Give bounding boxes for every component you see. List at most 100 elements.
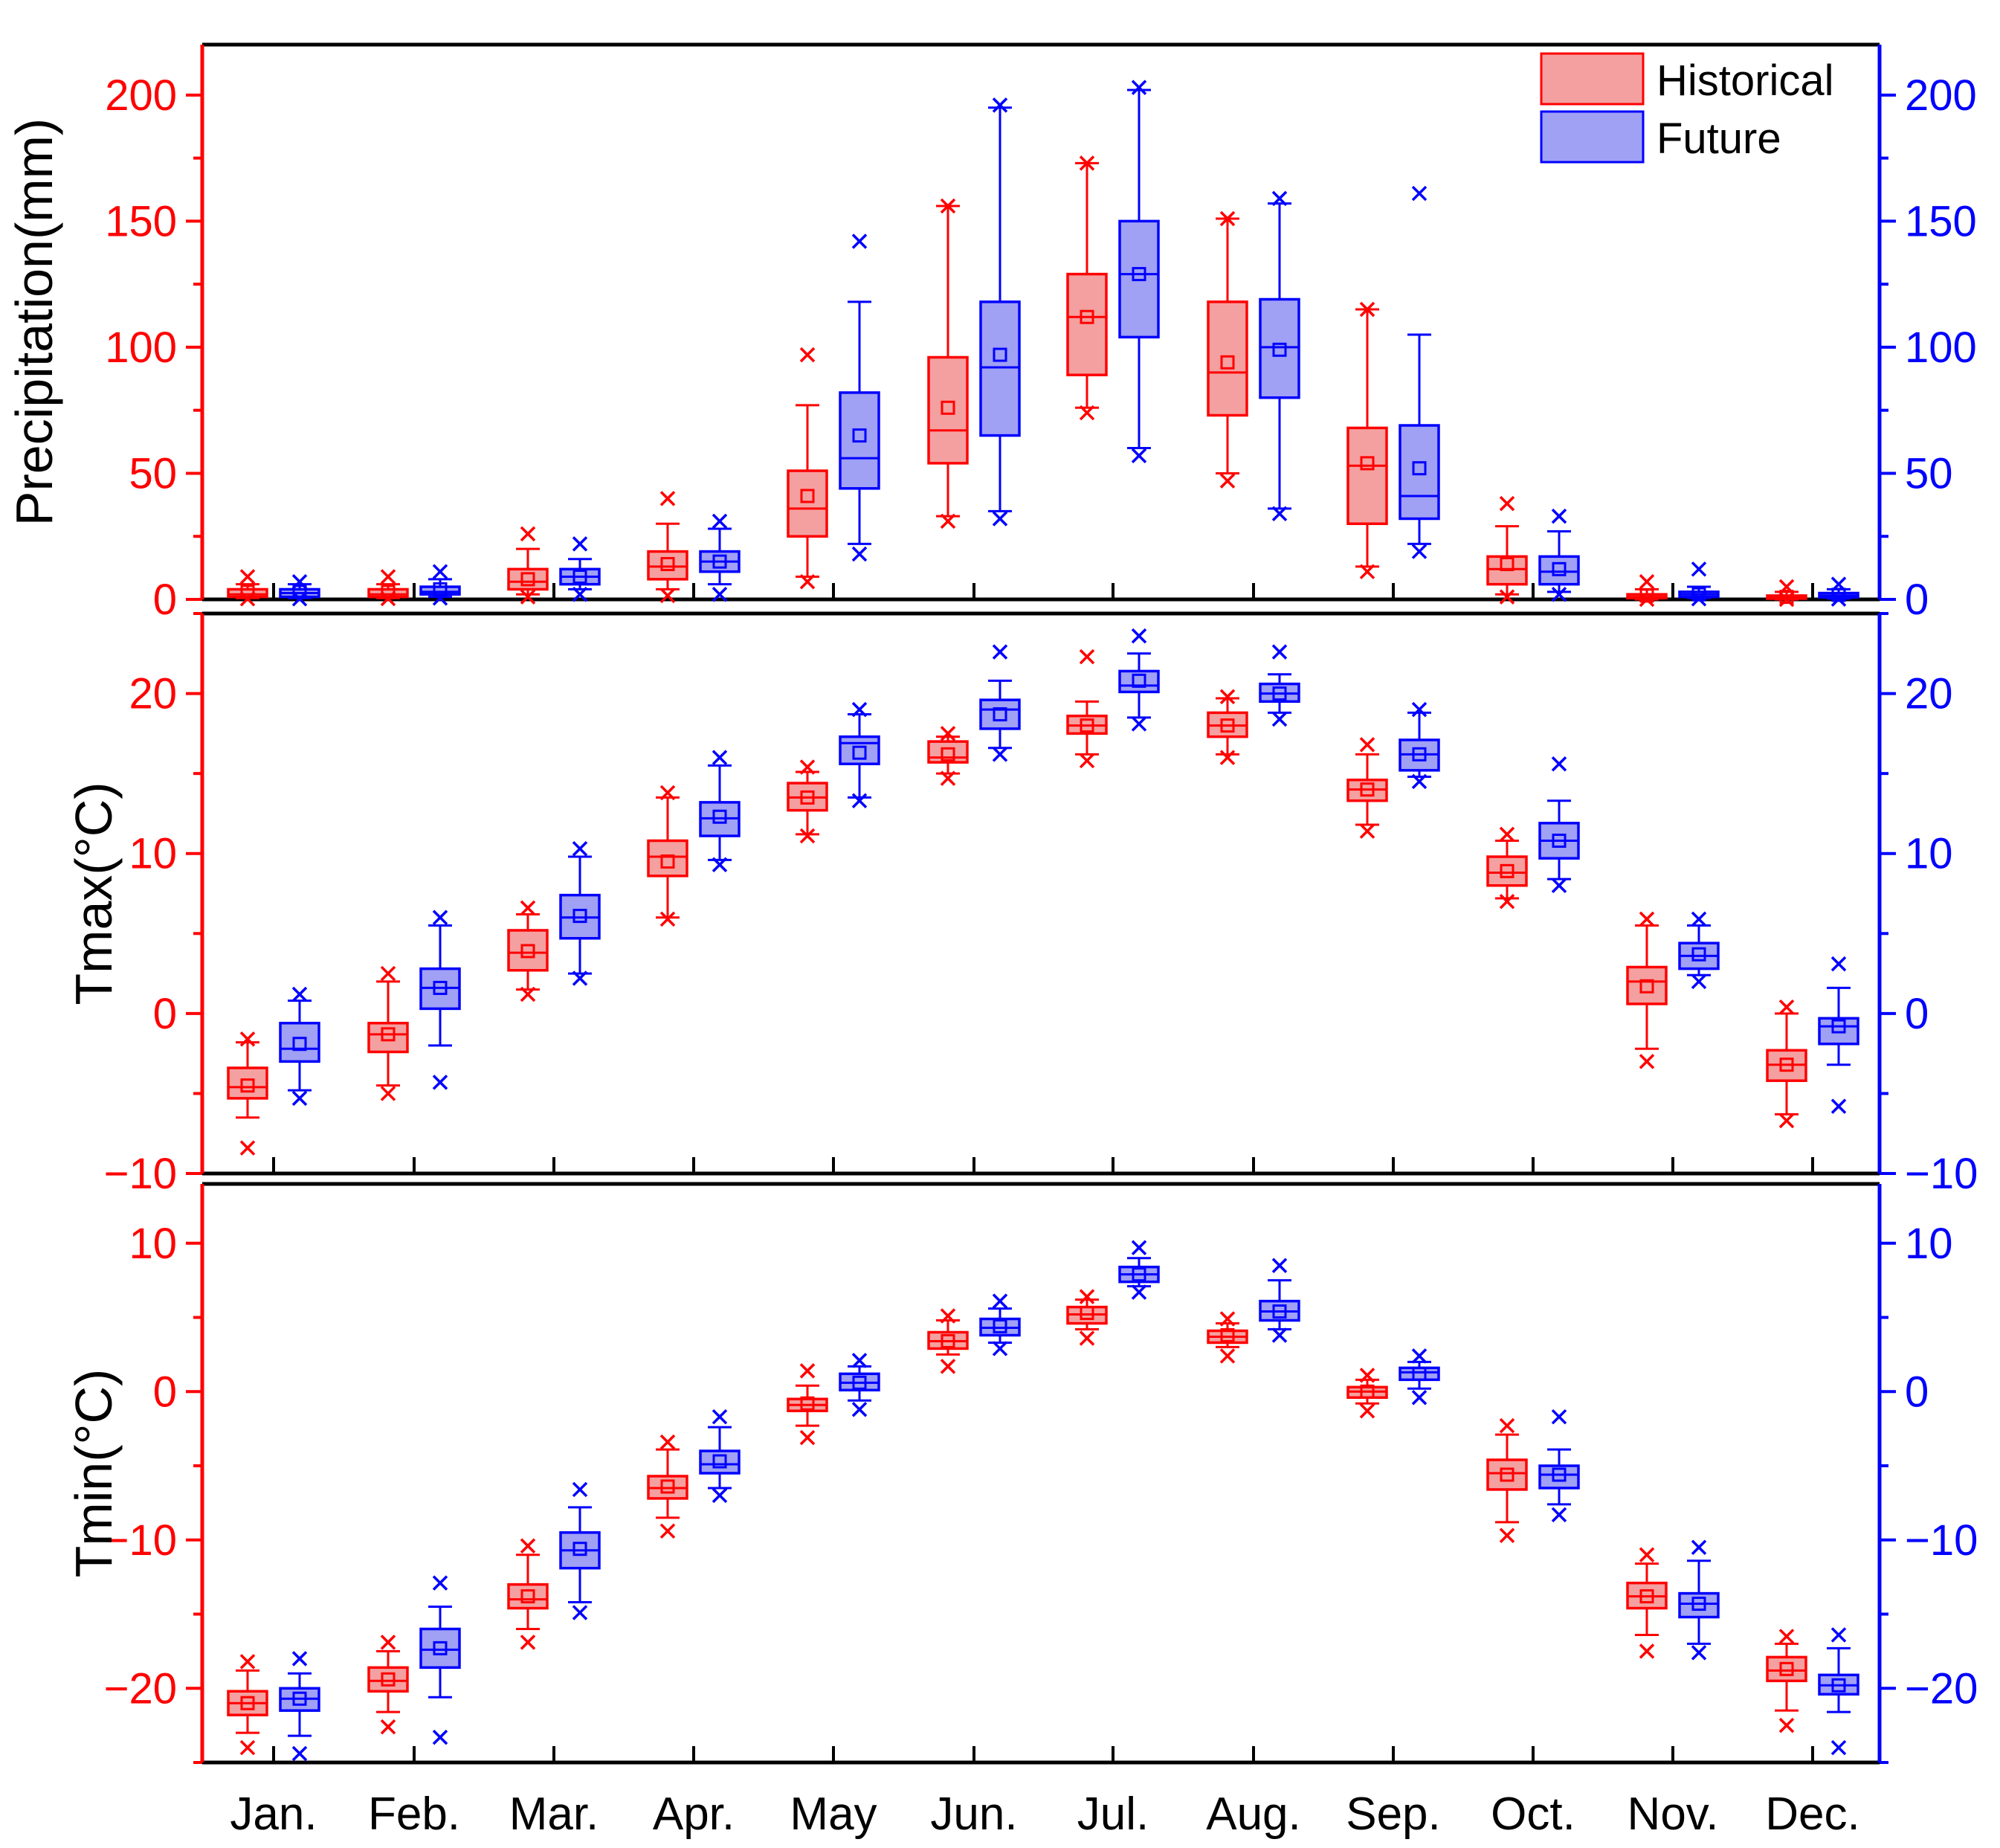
- outlier-high-marker: [851, 701, 868, 718]
- mean-marker: [1639, 1589, 1654, 1604]
- outlier-high-marker-stroke-b: [291, 986, 308, 1002]
- outlier-low-marker-stroke-b: [1359, 564, 1375, 579]
- outlier-high-marker: [1551, 1408, 1567, 1425]
- historical-box-apr: [647, 1434, 688, 1539]
- outlier-low-marker: [1778, 591, 1795, 608]
- outlier-low-marker-stroke-b: [1778, 591, 1795, 608]
- outlier-low-marker-stroke-b: [239, 1739, 256, 1756]
- iqr-box: [1766, 1655, 1807, 1683]
- historical-box-nov: [1626, 1547, 1668, 1659]
- future-box-aug: [1259, 190, 1300, 521]
- outlier-high-marker-stroke-b: [992, 97, 1008, 113]
- mean-marker: [852, 745, 867, 760]
- y-axis-title: Tmax(°C): [65, 782, 123, 1005]
- mean-marker: [572, 909, 587, 924]
- outlier-low-marker-stroke-b: [1639, 591, 1655, 608]
- outlier-high-marker-stroke-b: [1271, 644, 1288, 660]
- outlier-low-marker-stroke-b: [659, 1523, 676, 1539]
- outlier-low-marker-stroke-b: [1359, 823, 1375, 839]
- future-box-dec: [1818, 956, 1859, 1114]
- outlier-high-marker: [1691, 561, 1707, 577]
- historical-box-jun: [927, 726, 969, 786]
- outlier-high-marker: [432, 1575, 448, 1591]
- right-tick-label: 0: [1905, 990, 1929, 1038]
- outlier-low-marker: [1271, 711, 1288, 727]
- outlier-low-marker-stroke-b: [520, 589, 536, 605]
- outlier-low-marker-stroke-b: [291, 591, 308, 607]
- month-label-12: Dec.: [1765, 1789, 1859, 1840]
- mean-marker: [1220, 1327, 1235, 1342]
- month-label-11: Nov.: [1628, 1789, 1719, 1840]
- outlier-high-marker-stroke-b: [572, 1481, 588, 1498]
- outlier-low-marker-stroke-b: [712, 857, 728, 873]
- outlier-low-marker: [1691, 1645, 1707, 1661]
- outlier-high-marker: [1079, 155, 1095, 171]
- outlier-low-marker: [712, 586, 728, 602]
- outlier-low-marker-stroke-b: [1691, 1645, 1707, 1661]
- outlier-low-marker-stroke-b: [1131, 716, 1147, 732]
- outlier-high-marker: [1131, 628, 1147, 644]
- mean-marker: [240, 1078, 255, 1093]
- future-box-jul: [1118, 80, 1160, 463]
- left-tick-label: 0: [153, 1368, 177, 1416]
- mean-marker: [712, 554, 727, 569]
- mean-marker: [1220, 718, 1235, 733]
- outlier-high-marker: [1271, 644, 1288, 660]
- historical-box-jul: [1066, 648, 1108, 769]
- outlier-low-marker-stroke-b: [239, 1140, 256, 1156]
- mean-marker: [1500, 557, 1514, 572]
- outlier-low-marker-stroke-b: [572, 970, 588, 986]
- month-label-10: Oct.: [1491, 1789, 1575, 1840]
- outlier-low-marker: [239, 1140, 256, 1156]
- outlier-low-marker: [432, 1729, 448, 1745]
- historical-box-jan: [227, 1654, 268, 1756]
- outlier-high-marker: [1778, 1629, 1795, 1644]
- outlier-high-marker-stroke-b: [659, 785, 676, 801]
- mean-marker: [712, 809, 727, 824]
- outlier-low-marker-stroke-b: [520, 1635, 536, 1650]
- historical-box-oct: [1486, 495, 1528, 605]
- future-box-oct: [1538, 508, 1580, 602]
- outlier-high-marker: [659, 491, 676, 506]
- historical-box-feb: [367, 1635, 409, 1735]
- historical-box-jul: [1066, 155, 1108, 421]
- outlier-low-marker-stroke-b: [1499, 894, 1515, 909]
- outlier-high-marker-stroke-b: [1079, 1289, 1095, 1304]
- outlier-low-marker: [520, 986, 536, 1002]
- outlier-high-marker: [1830, 956, 1847, 972]
- outlier-high-marker-stroke-b: [799, 347, 816, 363]
- outlier-low-marker-stroke-b: [1551, 1507, 1567, 1523]
- panel-3: −20 −20 −10 −10 0 0 10 10 Tmin(°C): [65, 1182, 1978, 1765]
- historical-box-mar: [507, 1538, 549, 1650]
- outlier-low-marker: [1131, 716, 1147, 732]
- outlier-low-marker-stroke-b: [432, 1729, 448, 1745]
- right-tick-label: 100: [1905, 323, 1977, 372]
- outlier-low-marker: [992, 747, 1008, 762]
- future-box-sep: [1399, 701, 1440, 790]
- outlier-high-marker-stroke-b: [572, 536, 588, 552]
- outlier-low-marker: [851, 546, 868, 562]
- mean-marker: [240, 1696, 255, 1710]
- outlier-low-marker-stroke-b: [1219, 473, 1236, 489]
- outlier-high-marker-stroke-b: [1778, 1629, 1795, 1644]
- left-tick-label: 10: [129, 830, 177, 878]
- iqr-box: [227, 1066, 268, 1100]
- outlier-low-marker-stroke-b: [1271, 711, 1288, 727]
- outlier-low-marker: [380, 590, 396, 607]
- mean-marker: [520, 572, 535, 587]
- outlier-high-marker-stroke-b: [1219, 689, 1236, 705]
- outlier-low-marker-stroke-b: [1830, 1098, 1847, 1114]
- future-box-sep: [1399, 1348, 1440, 1406]
- outlier-high-marker: [1219, 689, 1236, 705]
- y-axis-title: Tmin(°C): [65, 1369, 123, 1578]
- outlier-low-marker: [1639, 1643, 1655, 1659]
- outlier-high-marker-stroke-b: [712, 1408, 728, 1425]
- outlier-high-marker: [851, 234, 868, 249]
- historical-box-apr: [647, 491, 688, 604]
- future-box-apr: [699, 750, 741, 873]
- future-box-oct: [1538, 756, 1580, 893]
- outlier-low-marker: [1691, 591, 1707, 607]
- future-box-jan: [279, 986, 320, 1107]
- outlier-high-marker-stroke-b: [992, 1293, 1008, 1309]
- month-label-5: May: [790, 1789, 877, 1840]
